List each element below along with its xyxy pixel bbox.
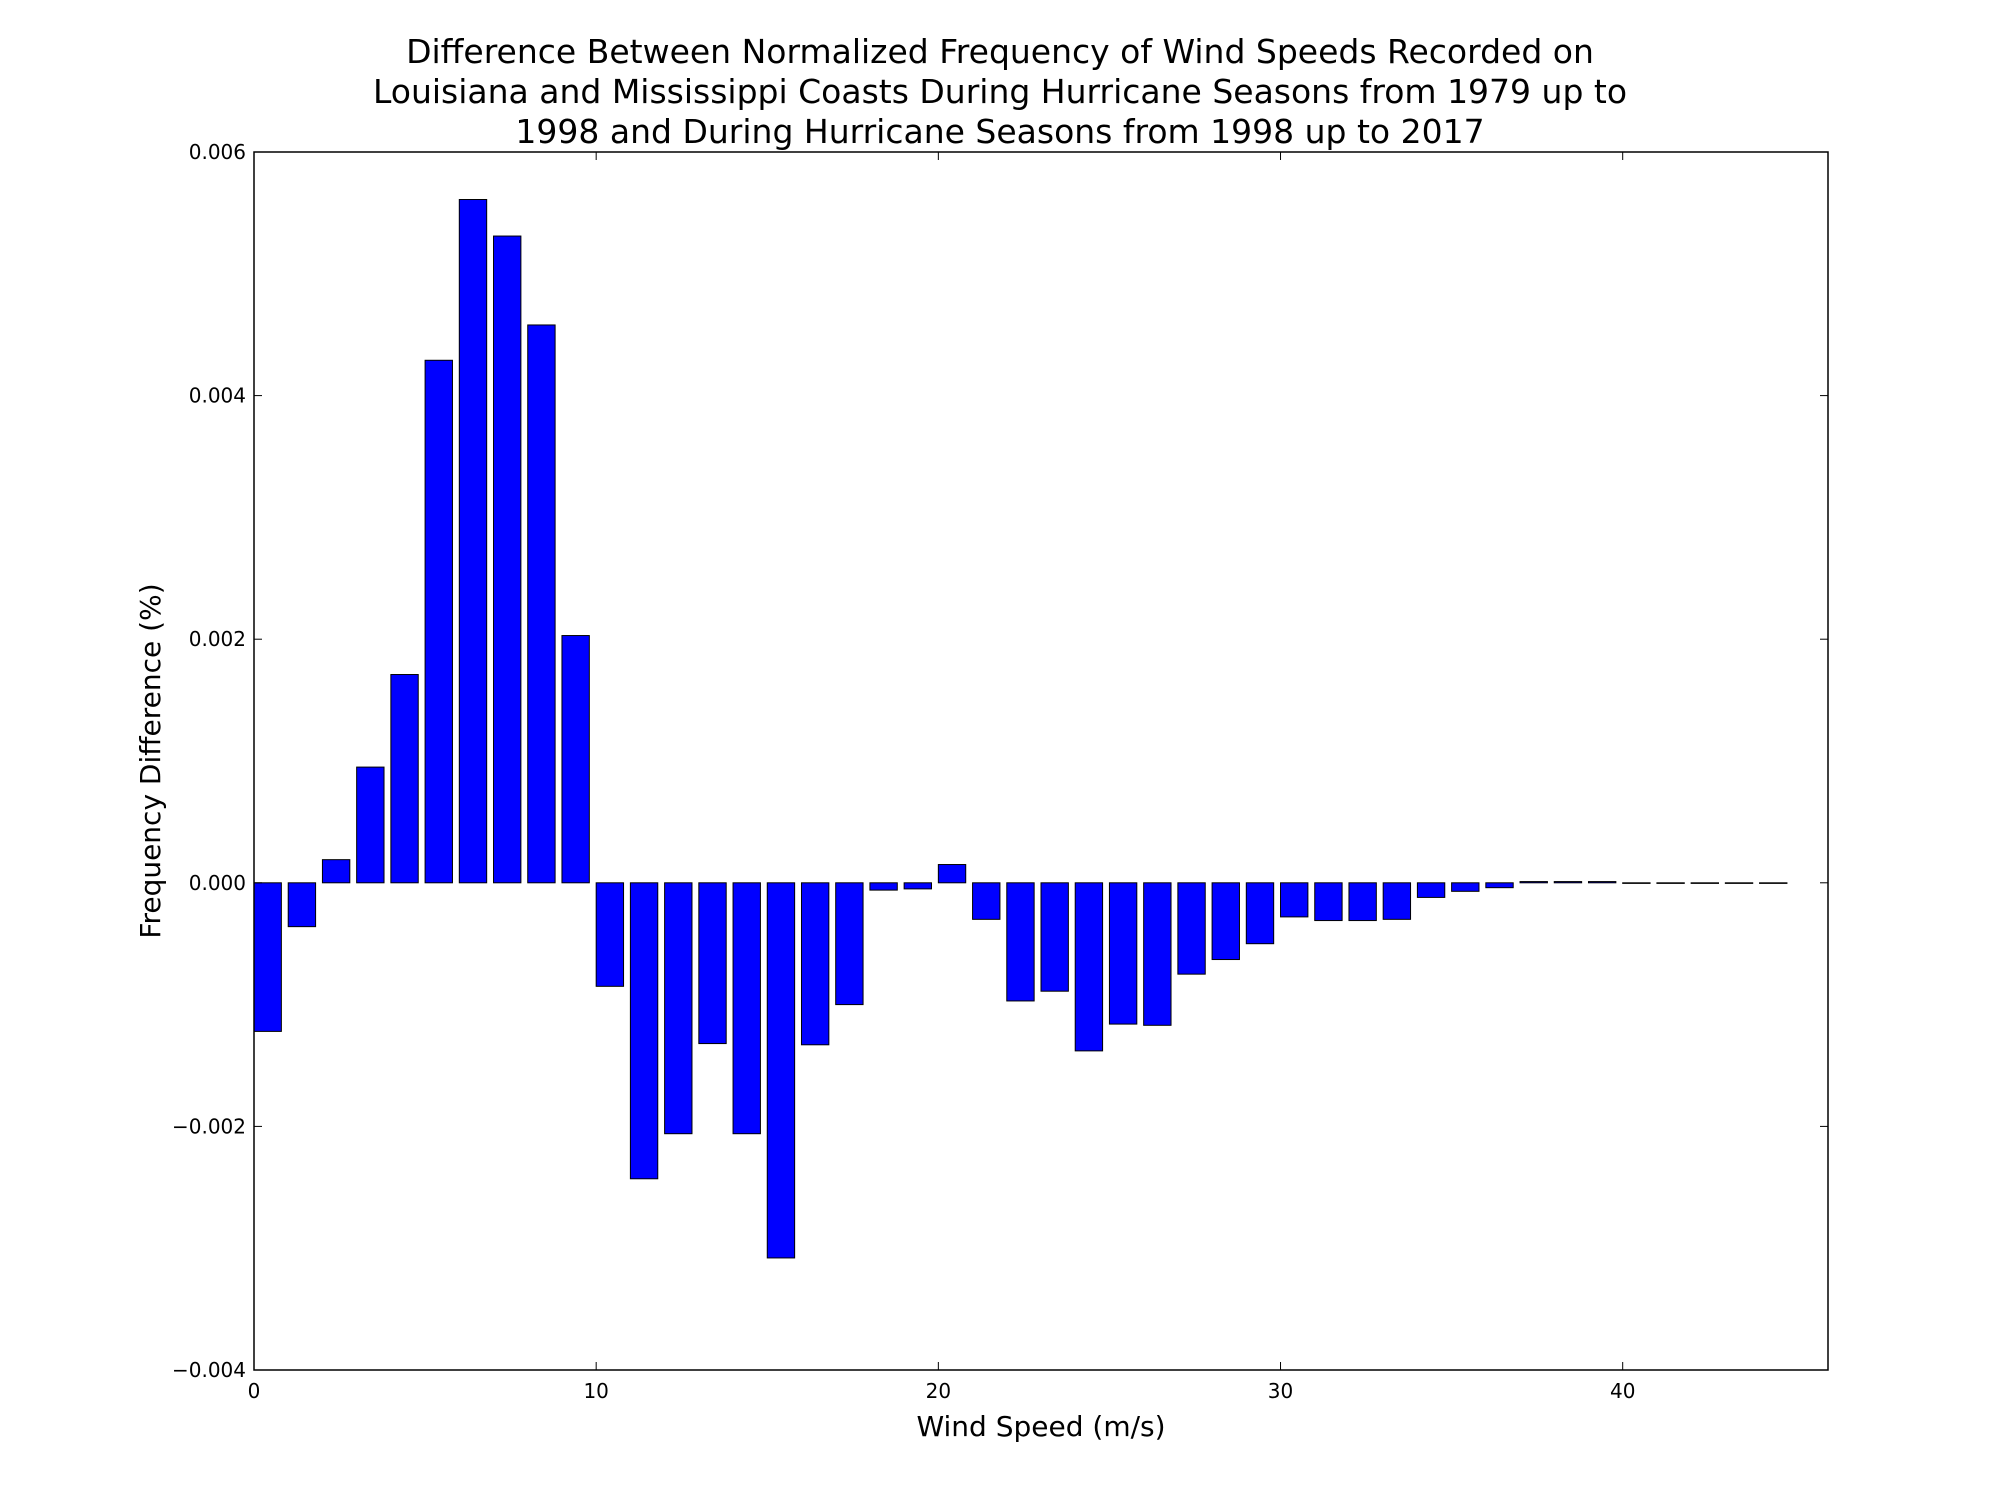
bar <box>1656 882 1685 884</box>
bar <box>766 882 796 1259</box>
bar <box>972 882 1001 920</box>
x-tick-label: 20 <box>926 1379 951 1403</box>
chart-title-line-3: 1998 and During Hurricane Seasons from 1… <box>515 112 1485 151</box>
bar <box>458 199 488 884</box>
bar <box>1006 882 1035 1002</box>
x-tick-label: 10 <box>583 1379 608 1403</box>
bar <box>1587 881 1617 884</box>
y-tick-label: 0.006 <box>189 140 246 164</box>
y-tick-label: −0.004 <box>172 1358 246 1382</box>
y-axis-label: Frequency Difference (%) <box>134 583 167 938</box>
bar <box>1553 881 1583 884</box>
bar <box>1724 882 1754 884</box>
bar <box>732 882 761 1135</box>
chart-title-line-1: Difference Between Normalized Frequency … <box>406 32 1594 71</box>
bar <box>1759 882 1788 884</box>
bar <box>1280 882 1309 918</box>
bar <box>356 766 385 884</box>
bar <box>595 882 625 987</box>
bar <box>1451 882 1480 892</box>
bar <box>835 882 864 1006</box>
bar <box>1382 882 1412 920</box>
y-tick-label: 0.000 <box>189 871 246 895</box>
bar <box>1314 882 1343 922</box>
bar <box>287 882 317 928</box>
bar <box>1040 882 1069 992</box>
bar <box>1416 882 1446 898</box>
bar <box>493 235 522 884</box>
bar <box>1108 882 1138 1025</box>
bar <box>561 635 590 884</box>
chart-title-line-2: Louisiana and Mississippi Coasts During … <box>372 72 1628 111</box>
bar <box>321 859 351 884</box>
bar <box>527 324 556 884</box>
bar <box>1485 882 1514 889</box>
x-tick-label: 40 <box>1610 1379 1635 1403</box>
bar <box>800 882 830 1046</box>
x-axis-label: Wind Speed (m/s) <box>916 1410 1165 1443</box>
plot-frame <box>253 151 1829 1371</box>
bar <box>1177 882 1206 975</box>
y-tick-label: 0.004 <box>189 384 246 408</box>
x-tick-label: 0 <box>248 1379 261 1403</box>
bar <box>698 882 727 1045</box>
bar <box>424 359 453 884</box>
bar <box>903 882 933 890</box>
x-tick-label: 30 <box>1268 1379 1293 1403</box>
bar <box>390 674 419 884</box>
bar <box>1074 882 1104 1052</box>
bar <box>1690 882 1720 884</box>
bar <box>869 882 898 891</box>
bar <box>1245 882 1275 945</box>
bar <box>1211 882 1240 961</box>
bar <box>1348 882 1377 922</box>
y-tick-label: 0.002 <box>189 627 246 651</box>
bar <box>937 864 967 884</box>
bar <box>1622 882 1651 884</box>
bar <box>1143 882 1172 1026</box>
bar <box>253 882 282 1032</box>
bar <box>1519 881 1548 884</box>
bar <box>629 882 659 1180</box>
bar <box>664 882 693 1135</box>
y-tick-label: −0.002 <box>172 1114 246 1138</box>
